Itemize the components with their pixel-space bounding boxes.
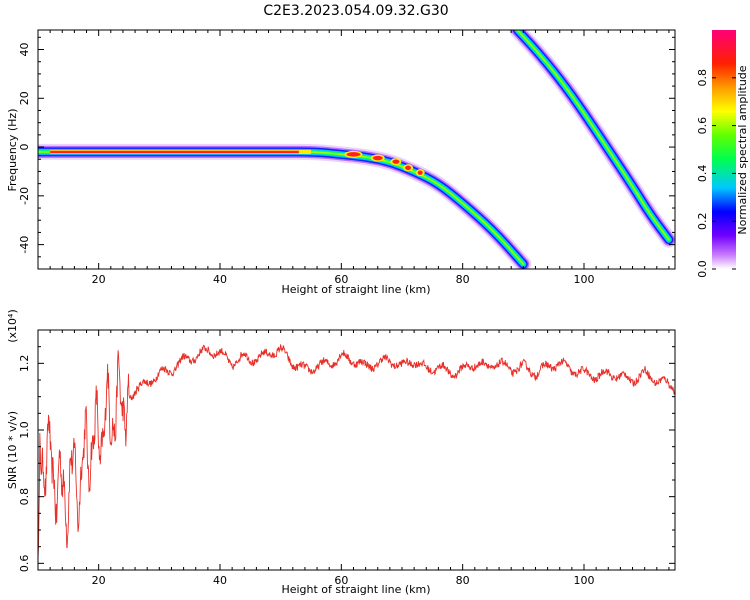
- y-tick-label: 0.8: [18, 488, 31, 506]
- ridge-band: [38, 145, 530, 269]
- spectral-ridges: [38, 30, 675, 269]
- ridge-band: [38, 148, 527, 268]
- chart-title: C2E3.2023.054.09.32.G30: [263, 3, 448, 19]
- colorbar: 0.0 0.2 0.4 0.6 0.8 Normalized spectral ampl…: [696, 30, 749, 278]
- y-tick-label: -40: [18, 236, 31, 254]
- y-tick-label: 0.6: [18, 555, 31, 573]
- ridge-blob: [346, 152, 361, 157]
- snr-frame: [37, 329, 676, 571]
- colorbar-ticks: 0.0 0.2 0.4 0.6 0.8: [696, 69, 736, 278]
- ridge-band: [38, 151, 525, 265]
- colorbar-tick-label: 0.6: [696, 117, 709, 135]
- snr-series-line: [38, 344, 675, 558]
- x-tick-label: 100: [574, 273, 595, 286]
- y-tick-label: 1.2: [18, 355, 31, 373]
- snr-xlabel: Height of straight line (km): [281, 583, 430, 596]
- y-tick-label: 40: [18, 43, 31, 57]
- ridge-band: [38, 147, 528, 269]
- ridge-band: [38, 143, 532, 269]
- x-tick-label: 100: [574, 574, 595, 587]
- spectrogram-ticks: 20 40 60 80 100 -40 -20 0 20 40: [18, 30, 675, 286]
- colorbar-gradient: [712, 30, 736, 269]
- y-tick-label: 20: [18, 91, 31, 105]
- snr-ylabel: SNR (10 * v/v): [6, 411, 19, 489]
- x-tick-label: 80: [456, 574, 470, 587]
- colorbar-tick-label: 0.8: [696, 69, 709, 87]
- x-tick-label: 20: [92, 574, 106, 587]
- ridge-blob: [372, 155, 383, 161]
- x-tick-label: 40: [213, 273, 227, 286]
- spectrogram-panel: 20 40 60 80 100 -40 -20 0 20 40 Height of straigh…: [6, 29, 676, 296]
- x-tick-label: 60: [334, 574, 348, 587]
- x-tick-label: 60: [334, 273, 348, 286]
- spectrogram-frame: [37, 29, 676, 270]
- colorbar-tick-label: 0.4: [696, 165, 709, 183]
- ridge-blob: [405, 165, 412, 170]
- snr-multiplier: (x10⁴): [6, 309, 19, 343]
- snr-ticks: 20 40 60 80 100 0.6 0.8 1.0 1.2: [18, 329, 675, 587]
- x-tick-label: 40: [213, 574, 227, 587]
- y-tick-label: -20: [18, 187, 31, 205]
- ridge-blob: [417, 170, 423, 175]
- spectrogram-ylabel: Frequency (Hz): [6, 109, 19, 192]
- spectrogram-xlabel: Height of straight line (km): [281, 283, 430, 296]
- colorbar-label: Normalized spectral amplitude: [736, 65, 749, 234]
- ridge-band: [38, 150, 526, 266]
- ridge-blob: [392, 159, 400, 164]
- ridge-band: [516, 30, 670, 241]
- y-tick-label: 0: [18, 144, 31, 151]
- x-tick-label: 20: [92, 273, 106, 286]
- colorbar-tick-label: 0.0: [696, 260, 709, 278]
- y-tick-label: 1.0: [18, 421, 31, 439]
- snr-panel: 20 40 60 80 100 0.6 0.8 1.0 1.2 Height of straig…: [6, 309, 676, 596]
- x-tick-label: 80: [456, 273, 470, 286]
- colorbar-tick-label: 0.2: [696, 212, 709, 230]
